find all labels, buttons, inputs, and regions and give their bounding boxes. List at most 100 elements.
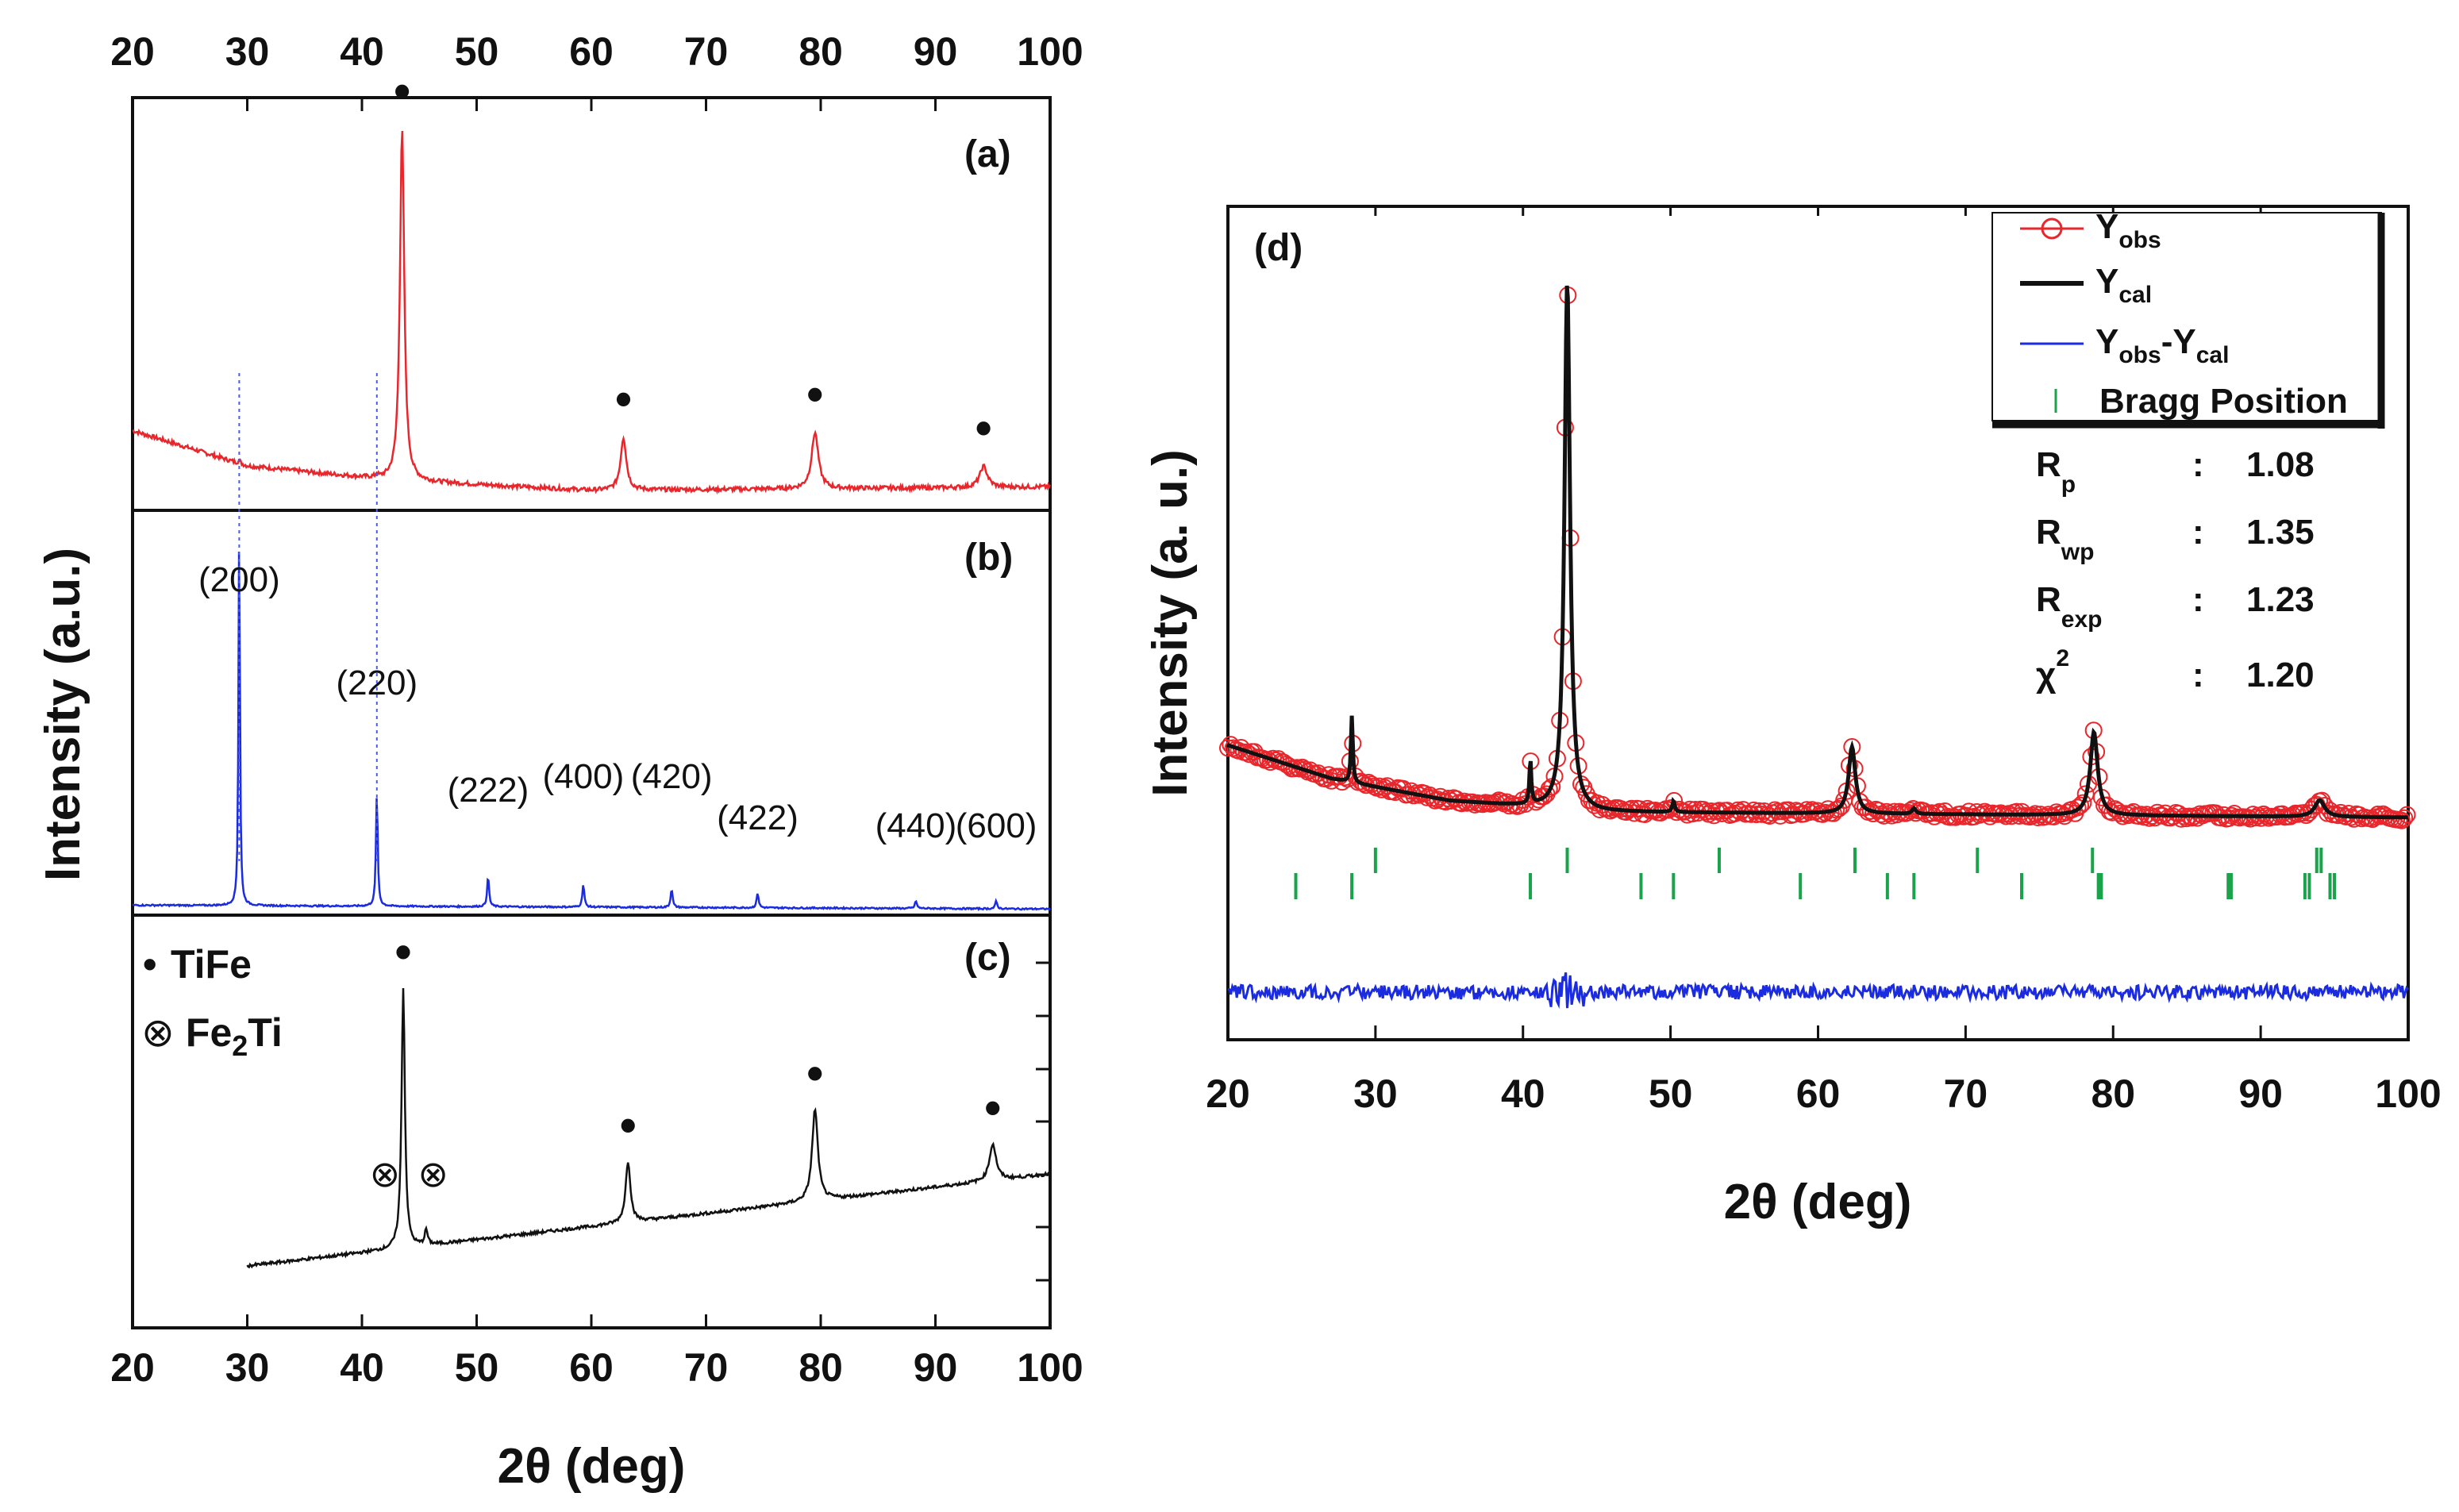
yobs-point [1830,799,1848,818]
tick-label-top: 20 [110,29,155,74]
tife-marker: • [976,401,992,454]
tick-label-bottom: 70 [684,1345,729,1390]
tife-marker: • [615,372,632,425]
tick-label-top: 50 [455,29,499,74]
tick-label-top: 80 [799,29,843,74]
panel-d-legend: Yobs Ycal Yobs-Ycal Bragg Position [1991,207,2385,429]
pattern-b-line [132,551,1052,911]
tick-label-top: 40 [340,29,384,74]
tife-marker: • [620,1098,637,1152]
stat-rp-value: 1.08 [2246,445,2315,484]
left-axis-ticks: 20 20 30 30 40 40 50 50 60 60 70 70 80 80 90 90 100 100 [110,29,1083,1390]
pattern-c-line [246,987,1051,1269]
tick-label-d: 20 [1206,1071,1250,1116]
tick-label-bottom: 30 [225,1345,270,1390]
yobs-point [2226,805,2243,822]
panel-c-legend: • TiFe ⊗ Fe2Ti [141,942,283,1062]
hkl-label: (420) [631,757,713,796]
tick-label-top: 30 [225,29,270,74]
bragg-position-ticks [1294,848,2337,899]
stat-rexp-value: 1.23 [2246,580,2315,619]
hkl-label: (440) [875,806,957,845]
stat-chi2-symbol: χ2 [2036,645,2069,694]
legend-fe2ti: ⊗ Fe2Ti [141,1010,283,1062]
tick-label-bottom: 50 [455,1345,499,1390]
yobs-point [2392,811,2411,829]
tick-label-d: 100 [2375,1071,2441,1116]
panel-d-pattern [1219,285,2416,1009]
tick-label-d: 40 [1501,1071,1545,1116]
left-x-axis-label: 2θ (deg) [498,1439,686,1494]
pattern-a-line [133,130,1052,495]
tife-marker: • [806,1046,823,1099]
legend-ycal-label: Ycal [2095,262,2152,308]
stat-rexp-sep: : [2192,580,2204,619]
panel-d-x-axis-label: 2θ (deg) [1724,1175,1912,1229]
hkl-label: (600) [956,806,1037,845]
difference-line [1227,972,2410,1009]
tife-marker: • [395,925,412,979]
panel-d-y-axis-label: Intensity (a. u.) [1143,449,1198,796]
stat-rwp-sep: : [2192,513,2204,552]
tick-label-bottom: 90 [914,1345,958,1390]
left-peak-markers: •• ••(200)(220)(222) (400) (420)(422) (440)(… [198,64,1037,1195]
hkl-label: (422) [717,798,799,837]
stat-chi2-sep: : [2192,656,2204,694]
stat-chi2-value: 1.20 [2246,656,2315,694]
tife-marker: • [984,1081,1001,1134]
yobs-point [2074,794,2092,812]
legend-yobs-marker [2041,217,2063,240]
hkl-label: (200) [198,560,280,599]
stat-rwp-symbol: Rwp [2036,513,2094,565]
tick-label-top: 100 [1017,29,1083,74]
legend-bragg-label: Bragg Position [2099,382,2348,421]
legend-tife-symbol: • [143,942,157,987]
tife-marker: • [394,64,410,117]
yobs-point [1745,801,1763,819]
panel-c-label: (c) [964,937,1011,979]
left-y-axis-label: Intensity (a.u.) [36,548,90,881]
hkl-label: (222) [448,771,529,810]
fe2ti-marker: ⊗ [370,1153,401,1195]
tick-label-bottom: 40 [340,1345,384,1390]
yobs-point [1662,799,1680,817]
tick-label-bottom: 60 [569,1345,614,1390]
hkl-label: (220) [336,664,418,702]
yobs-point [2398,806,2416,824]
stat-rp-sep: : [2192,445,2204,484]
tick-label-d: 70 [1944,1071,1988,1116]
tick-label-bottom: 80 [799,1345,843,1390]
left-pattern-lines [132,130,1052,1269]
yobs-point [1761,807,1779,825]
panel-d-label: (d) [1254,227,1303,269]
refinement-stats: Rp : 1.08 Rwp : 1.35 Rexp : 1.23 χ2 : 1.… [2036,445,2315,694]
stat-rwp-value: 1.35 [2246,513,2315,552]
fe2ti-marker: ⊗ [418,1153,448,1195]
panel-a-label: (a) [964,133,1011,175]
legend-yobs-label: Yobs [2095,207,2161,253]
tick-label-d: 80 [2091,1071,2135,1116]
tick-label-top: 60 [569,29,614,74]
legend-diff-label: Yobs-Ycal [2095,322,2229,368]
yobs-point [2369,806,2387,823]
tick-label-d: 90 [2238,1071,2283,1116]
ycal-line [1227,285,2408,820]
tick-label-d: 60 [1796,1071,1841,1116]
yobs-point [1798,801,1816,819]
tick-label-bottom: 20 [110,1345,155,1390]
yobs-point [2124,802,2142,821]
yobs-point [2068,798,2087,817]
tick-label-d: 50 [1649,1071,1693,1116]
stat-rp-symbol: Rp [2036,445,2076,498]
panel-b-label: (b) [964,537,1013,579]
yobs-point [2072,796,2089,814]
tife-marker: • [806,367,823,421]
tick-label-top: 90 [914,29,958,74]
tick-label-d: 30 [1353,1071,1398,1116]
yobs-point [2157,804,2174,822]
legend-tife-label: TiFe [171,942,252,987]
tick-label-bottom: 100 [1017,1345,1083,1390]
hkl-label: (400) [543,757,625,796]
yobs-point [1540,779,1558,798]
